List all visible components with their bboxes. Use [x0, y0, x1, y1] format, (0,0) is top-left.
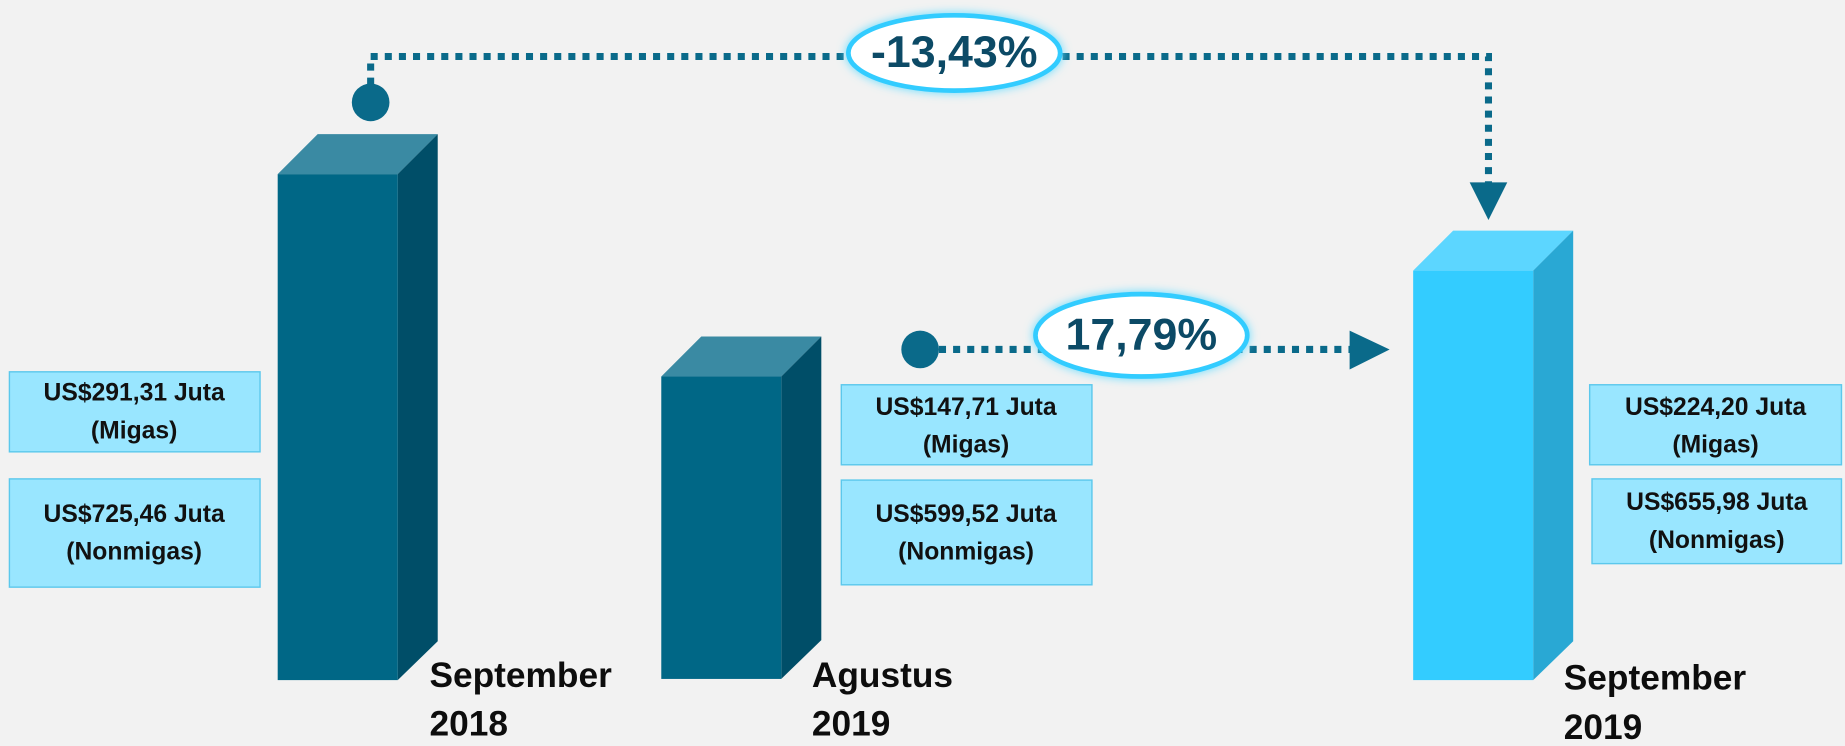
- bar-top: [1413, 230, 1574, 271]
- migas-value: US$147,71 Juta: [875, 394, 1056, 421]
- bar-top: [277, 134, 438, 175]
- bar-front: [277, 174, 398, 681]
- change-badge: [1033, 291, 1250, 379]
- bar-side: [397, 134, 438, 681]
- nonmigas-caption: (Nonmigas): [898, 539, 1034, 566]
- migas-value: US$291,31 Juta: [44, 380, 225, 407]
- bar-top: [661, 336, 822, 377]
- migas-box: [840, 384, 1093, 466]
- migas-caption: (Migas): [923, 431, 1009, 458]
- bar-sep-2018: [277, 134, 438, 681]
- period-label: September: [1564, 659, 1747, 698]
- migas-caption: (Migas): [1672, 431, 1758, 458]
- change-badge: [846, 12, 1063, 93]
- bar-side: [1533, 230, 1574, 681]
- nonmigas-caption: (Nonmigas): [1649, 527, 1785, 554]
- change-label: -13,43%: [871, 28, 1038, 77]
- nonmigas-box: [8, 478, 261, 588]
- bar-side: [781, 336, 822, 679]
- bar-sep-2019: [1413, 230, 1574, 681]
- period-label: 2019: [1564, 708, 1643, 746]
- change-label: 17,79%: [1066, 311, 1218, 360]
- migas-caption: (Migas): [91, 417, 177, 444]
- period-label: 2019: [812, 704, 891, 743]
- nonmigas-value: US$599,52 Juta: [875, 501, 1056, 528]
- nonmigas-box: [1591, 478, 1843, 565]
- bar-aug-2019: [661, 336, 822, 679]
- period-label: September: [429, 656, 612, 695]
- nonmigas-value: US$655,98 Juta: [1626, 489, 1807, 516]
- period-label: 2018: [429, 704, 508, 743]
- bar-front: [661, 376, 782, 679]
- nonmigas-caption: (Nonmigas): [66, 539, 202, 566]
- bar-front: [1413, 270, 1534, 681]
- migas-box: [1588, 384, 1843, 466]
- migas-value: US$224,20 Juta: [1625, 394, 1806, 421]
- period-label: Agustus: [812, 656, 953, 695]
- connector-start: [351, 83, 390, 122]
- connector-start: [901, 330, 939, 369]
- nonmigas-value: US$725,46 Juta: [44, 501, 225, 528]
- migas-box: [8, 371, 261, 453]
- arrowhead: [1469, 182, 1508, 221]
- arrowhead: [1349, 330, 1390, 370]
- nonmigas-box: [840, 479, 1093, 586]
